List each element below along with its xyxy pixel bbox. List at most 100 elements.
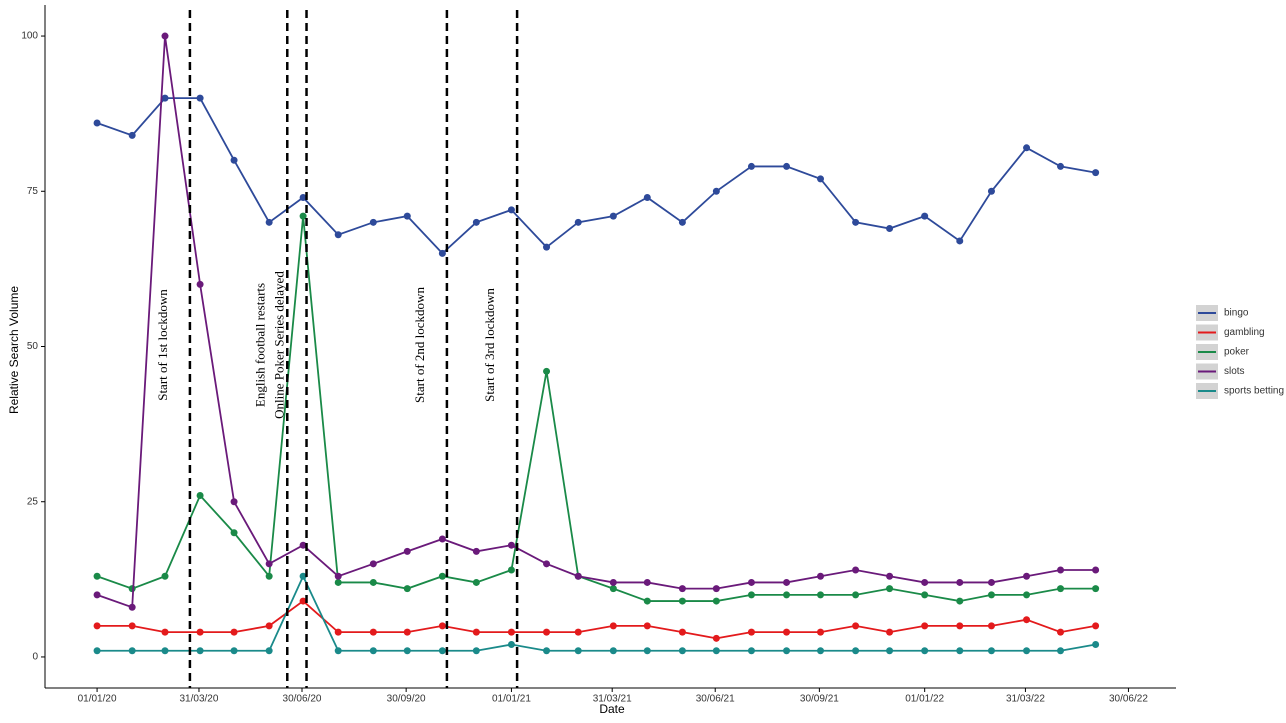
- data-point: [956, 622, 964, 630]
- data-point: [299, 193, 307, 201]
- data-point: [196, 628, 204, 636]
- data-point: [543, 628, 551, 636]
- x-tick-label: 30/06/21: [696, 694, 735, 705]
- x-tick-label: 30/09/20: [387, 694, 426, 705]
- data-point: [1023, 144, 1031, 152]
- x-tick-label: 30/09/21: [800, 694, 839, 705]
- data-point: [817, 628, 825, 636]
- data-point: [921, 212, 929, 220]
- data-point: [783, 628, 791, 636]
- data-point: [196, 94, 204, 102]
- data-point: [507, 206, 515, 214]
- data-point: [265, 560, 273, 568]
- data-point: [712, 585, 720, 593]
- y-tick-label: 0: [32, 652, 38, 663]
- data-point: [886, 572, 894, 580]
- data-point: [678, 647, 686, 655]
- data-point: [574, 628, 582, 636]
- data-point: [921, 578, 929, 586]
- data-point: [987, 578, 995, 586]
- x-tick-label: 01/01/20: [78, 694, 117, 705]
- data-point: [1057, 566, 1065, 574]
- data-point: [403, 547, 411, 555]
- data-point: [852, 622, 860, 630]
- x-axis-title: Date: [599, 702, 625, 716]
- series-line: [96, 216, 1096, 602]
- data-point: [817, 647, 825, 655]
- data-point: [1057, 628, 1065, 636]
- series-line: [97, 574, 1096, 652]
- event-label: Start of 3rd lockdown: [482, 288, 497, 402]
- data-point: [161, 94, 169, 102]
- data-point: [265, 572, 273, 580]
- y-tick-label: 25: [27, 496, 39, 507]
- legend-label: gambling: [1224, 327, 1265, 338]
- data-point: [747, 647, 755, 655]
- legend-label: sports betting: [1224, 386, 1284, 397]
- data-point: [265, 647, 273, 655]
- data-point: [128, 647, 136, 655]
- data-point: [438, 572, 446, 580]
- data-point: [438, 647, 446, 655]
- data-point: [128, 585, 136, 593]
- event-label: Start of 2nd lockdown: [412, 287, 427, 403]
- x-tick-label: 30/06/22: [1109, 694, 1148, 705]
- data-point: [1057, 585, 1065, 593]
- data-point: [161, 647, 169, 655]
- data-point: [783, 591, 791, 599]
- data-point: [93, 622, 101, 630]
- data-point: [609, 212, 617, 220]
- data-point: [507, 541, 515, 549]
- data-point: [334, 231, 342, 239]
- data-point: [643, 622, 651, 630]
- data-point: [1023, 572, 1031, 580]
- data-point: [369, 647, 377, 655]
- data-point: [1092, 566, 1100, 574]
- data-point: [438, 622, 446, 630]
- data-point: [507, 641, 515, 649]
- data-point: [987, 187, 995, 195]
- y-axis-title: Relative Search Volume: [7, 286, 21, 414]
- data-point: [196, 492, 204, 500]
- data-point: [403, 585, 411, 593]
- data-point: [1023, 616, 1031, 624]
- x-tick-label: 31/03/20: [180, 694, 219, 705]
- x-tick-label: 01/01/21: [492, 694, 531, 705]
- event-label: Start of 1st lockdown: [155, 289, 170, 401]
- data-point: [783, 578, 791, 586]
- data-point: [93, 119, 101, 127]
- y-tick-label: 50: [27, 341, 39, 352]
- data-point: [987, 622, 995, 630]
- data-point: [747, 628, 755, 636]
- data-point: [403, 212, 411, 220]
- data-point: [265, 622, 273, 630]
- data-point: [609, 622, 617, 630]
- data-point: [230, 647, 238, 655]
- data-point: [161, 32, 169, 40]
- data-point: [507, 566, 515, 574]
- data-point: [230, 529, 238, 537]
- data-point: [643, 597, 651, 605]
- data-point: [712, 187, 720, 195]
- data-point: [403, 628, 411, 636]
- data-point: [886, 225, 894, 233]
- data-point: [1023, 591, 1031, 599]
- data-point: [93, 647, 101, 655]
- y-tick-label: 75: [27, 186, 39, 197]
- data-point: [678, 597, 686, 605]
- x-tick-label: 31/03/21: [593, 694, 632, 705]
- data-point: [334, 647, 342, 655]
- data-point: [956, 578, 964, 586]
- data-point: [93, 572, 101, 580]
- data-point: [438, 249, 446, 257]
- data-point: [299, 572, 307, 580]
- data-point: [886, 647, 894, 655]
- data-point: [987, 647, 995, 655]
- data-point: [1092, 585, 1100, 593]
- data-point: [472, 647, 480, 655]
- data-point: [230, 628, 238, 636]
- data-point: [643, 647, 651, 655]
- data-point: [678, 628, 686, 636]
- data-point: [128, 603, 136, 611]
